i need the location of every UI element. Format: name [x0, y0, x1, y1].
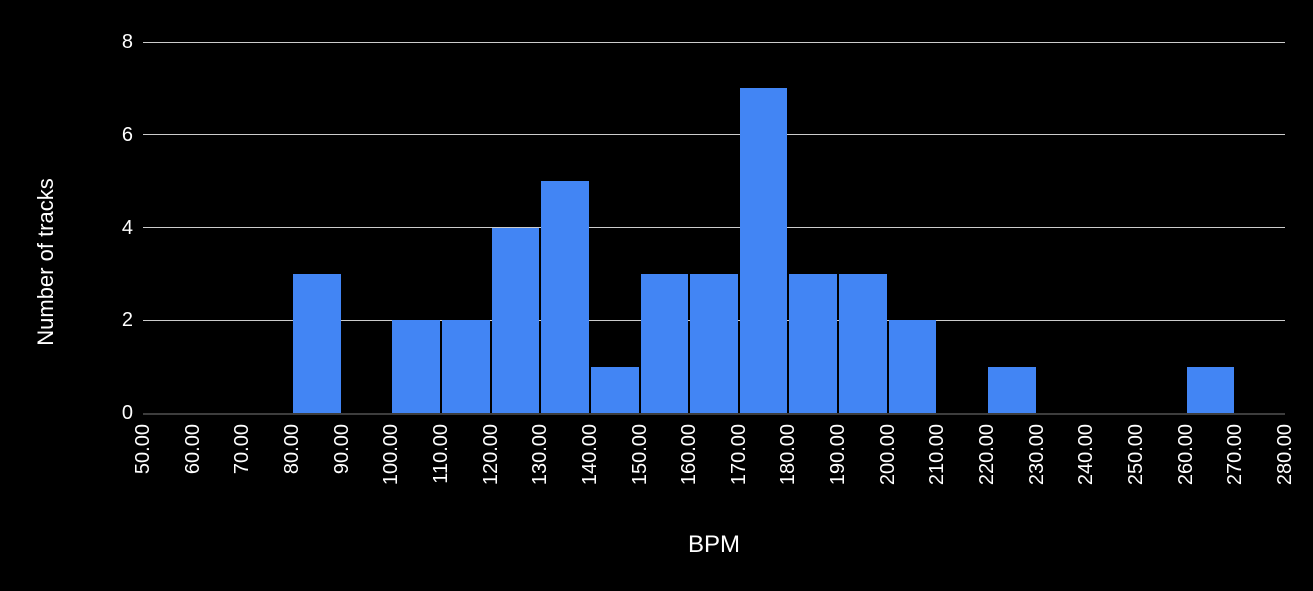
x-tick-label: 270.00: [1224, 424, 1247, 486]
histogram-bar: [392, 320, 440, 413]
gridline: [143, 41, 1285, 43]
x-tick-label: 220.00: [976, 424, 999, 486]
x-tick-label: 60.00: [181, 424, 204, 475]
x-tick-label: 250.00: [1125, 424, 1148, 486]
x-tick-label: 70.00: [231, 424, 254, 475]
histogram-bar: [1186, 366, 1235, 413]
x-tick-label: 140.00: [578, 424, 601, 486]
x-tick-label: 90.00: [330, 424, 353, 475]
x-tick-label: 230.00: [1025, 424, 1048, 486]
y-axis-title: Number of tracks: [33, 178, 58, 346]
x-tick-label: 200.00: [876, 424, 899, 486]
x-tick-label: 190.00: [827, 424, 850, 486]
histogram-bar: [491, 227, 540, 413]
x-tick-label: 210.00: [926, 424, 949, 486]
histogram-bar: [590, 366, 639, 413]
y-tick-label: 2: [121, 309, 133, 332]
x-tick-label: 280.00: [1274, 424, 1296, 486]
histogram-bar: [839, 273, 887, 413]
x-tick-label: 50.00: [132, 424, 154, 475]
histogram-bar: [441, 320, 490, 413]
histogram-bar: [690, 273, 738, 413]
histogram-bar: [988, 366, 1036, 413]
x-tick-label: 240.00: [1075, 424, 1098, 486]
y-tick-label: 4: [121, 216, 133, 239]
x-tick-label: 120.00: [479, 424, 502, 486]
x-tick-label: 170.00: [727, 424, 750, 486]
x-tick-label: 150.00: [628, 424, 651, 486]
gridline: [143, 227, 1285, 228]
histogram-bar: [888, 320, 937, 413]
x-tick-label: 110.00: [429, 424, 452, 484]
x-tick-label: 180.00: [777, 424, 800, 486]
x-tick-label: 80.00: [280, 424, 303, 475]
y-tick-label: 0: [121, 402, 133, 424]
histogram-bar: [292, 273, 341, 413]
y-tick-label: 8: [121, 31, 133, 53]
x-tick-label: 100.00: [380, 424, 403, 486]
histogram-bar: [541, 181, 589, 413]
x-tick-label: 160.00: [678, 424, 701, 486]
histogram-bar: [789, 273, 838, 413]
histogram-bar: [739, 88, 788, 413]
x-tick-label: 130.00: [529, 424, 552, 486]
x-tick-label: 260.00: [1174, 424, 1197, 486]
y-tick-label: 6: [121, 123, 133, 146]
gridline: [143, 134, 1285, 136]
x-axis-title: BPM: [687, 531, 740, 558]
x-axis-line: [143, 413, 1285, 415]
histogram-bar: [640, 273, 689, 413]
